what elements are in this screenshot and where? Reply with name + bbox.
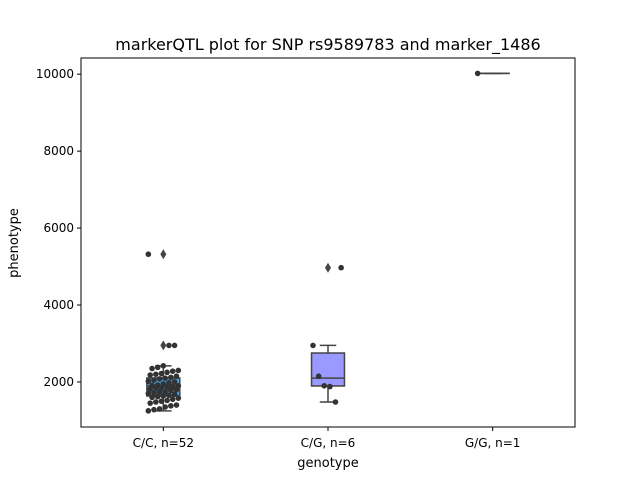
y-tick-label: 10000 bbox=[36, 67, 74, 81]
data-point bbox=[155, 382, 161, 388]
y-axis-label: phenotype bbox=[7, 208, 22, 278]
data-point bbox=[164, 370, 170, 376]
data-point bbox=[321, 383, 327, 389]
x-tick-label: C/C, n=52 bbox=[133, 436, 194, 450]
data-point bbox=[161, 381, 167, 387]
data-point bbox=[338, 265, 344, 271]
outlier bbox=[160, 249, 166, 259]
data-point bbox=[174, 373, 180, 379]
data-point bbox=[164, 398, 170, 404]
data-point bbox=[147, 400, 153, 406]
data-point bbox=[310, 343, 316, 349]
data-point bbox=[170, 368, 176, 374]
chart-title: markerQTL plot for SNP rs9589783 and mar… bbox=[115, 35, 540, 55]
data-point bbox=[161, 363, 167, 369]
data-point bbox=[159, 371, 165, 377]
data-point bbox=[168, 403, 174, 409]
data-point bbox=[146, 251, 152, 257]
data-point bbox=[316, 373, 322, 379]
box bbox=[312, 353, 345, 386]
data-point bbox=[162, 375, 168, 381]
outlier bbox=[160, 340, 166, 350]
data-point bbox=[327, 384, 333, 390]
data-point bbox=[147, 372, 153, 378]
data-point bbox=[166, 343, 172, 349]
data-point bbox=[172, 379, 178, 385]
data-point bbox=[146, 378, 152, 384]
data-point bbox=[153, 399, 159, 405]
data-point bbox=[149, 366, 155, 372]
data-point bbox=[159, 398, 165, 404]
data-point bbox=[155, 365, 161, 371]
x-axis-label: genotype bbox=[297, 456, 358, 471]
data-point bbox=[333, 399, 339, 405]
data-point bbox=[157, 406, 163, 412]
x-tick-label: G/G, n=1 bbox=[465, 436, 521, 450]
x-tick-label: C/G, n=6 bbox=[301, 436, 356, 450]
data-point bbox=[151, 407, 157, 413]
data-point bbox=[166, 380, 172, 386]
data-point bbox=[146, 408, 152, 414]
data-point bbox=[151, 377, 157, 383]
data-point bbox=[176, 368, 182, 374]
data-point bbox=[475, 71, 481, 77]
data-point bbox=[174, 402, 180, 408]
data-point bbox=[168, 375, 174, 381]
y-tick-label: 8000 bbox=[43, 144, 74, 158]
data-point bbox=[153, 371, 159, 377]
data-point bbox=[162, 404, 168, 410]
y-tick-label: 4000 bbox=[43, 298, 74, 312]
data-point bbox=[172, 343, 178, 349]
outlier bbox=[325, 263, 331, 273]
data-point bbox=[157, 376, 163, 382]
data-point bbox=[149, 383, 155, 389]
y-tick-label: 2000 bbox=[43, 375, 74, 389]
y-tick-label: 6000 bbox=[43, 221, 74, 235]
